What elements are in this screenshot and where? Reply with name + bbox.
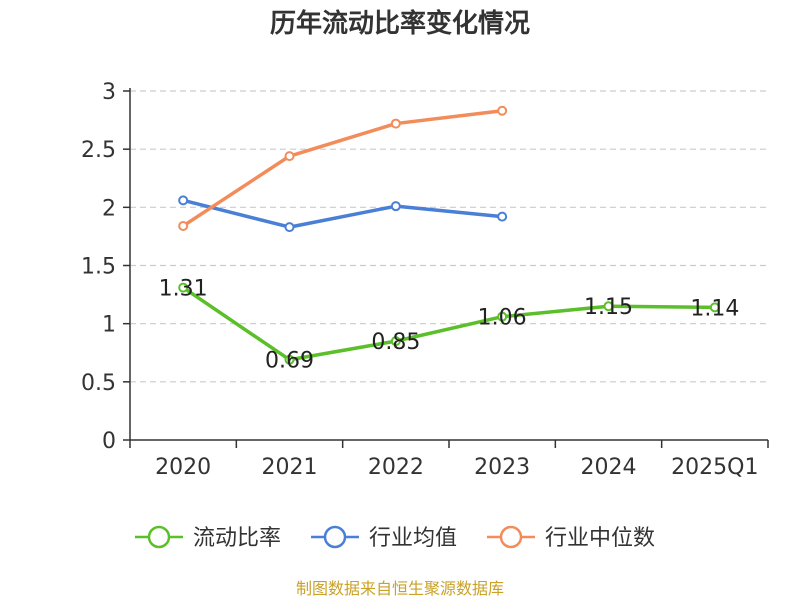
legend-swatch-marker	[323, 525, 347, 549]
data-point	[284, 354, 295, 365]
data-point	[178, 220, 189, 231]
y-tick-label: 1.5	[81, 255, 116, 280]
legend-label: 流动比率	[193, 526, 281, 551]
data-point	[178, 195, 189, 206]
x-tick-label: 2020	[155, 455, 211, 480]
series-line-1	[182, 198, 503, 229]
axis-layer: 0 0.5 1 1.5 2 2.5 3 2020 2021 2022 2023 2024 2025Q1	[81, 80, 769, 480]
label-layer: 1.31 0.69 0.85 1.06 1.15 1.14	[159, 277, 740, 374]
y-tick-label: 0.5	[81, 371, 116, 396]
data-label: 1.14	[690, 296, 739, 321]
series-line-0	[182, 286, 715, 362]
data-point	[497, 105, 508, 116]
data-label: 1.15	[584, 295, 633, 320]
data-point	[178, 282, 189, 293]
y-tick-label: 2.5	[81, 138, 116, 163]
data-label: 1.31	[159, 277, 208, 302]
data-label: 0.85	[371, 330, 420, 355]
series-layer	[178, 105, 720, 365]
x-tick-label: 2024	[581, 455, 637, 480]
x-tick-label: 2025Q1	[671, 455, 758, 480]
legend-label: 行业均值	[369, 526, 457, 551]
data-point	[390, 201, 401, 212]
data-label: 1.06	[478, 306, 527, 331]
y-tick-label: 3	[102, 80, 116, 105]
data-point	[284, 151, 295, 162]
y-tick-label: 2	[102, 196, 116, 221]
legend-swatch-marker	[147, 525, 171, 549]
x-tick-label: 2022	[368, 455, 424, 480]
data-label: 0.69	[265, 349, 314, 374]
x-tick-label: 2021	[262, 455, 318, 480]
data-point	[497, 211, 508, 222]
legend-swatch-marker	[499, 525, 523, 549]
legend: 流动比率 行业均值 行业中位数	[135, 525, 655, 551]
y-tick-label: 1	[102, 313, 116, 338]
x-tick-label: 2023	[474, 455, 530, 480]
y-tick-label: 0	[102, 429, 116, 454]
data-point	[390, 336, 401, 347]
data-point	[390, 118, 401, 129]
series-line-2	[182, 109, 503, 228]
chart-title: 历年流动比率变化情况	[269, 9, 530, 39]
legend-label: 行业中位数	[545, 526, 655, 551]
data-point	[497, 311, 508, 322]
data-point	[603, 301, 614, 312]
data-point	[709, 302, 720, 313]
grid-layer	[130, 90, 768, 383]
source-note: 制图数据来自恒生聚源数据库	[295, 579, 504, 598]
data-point	[284, 222, 295, 233]
